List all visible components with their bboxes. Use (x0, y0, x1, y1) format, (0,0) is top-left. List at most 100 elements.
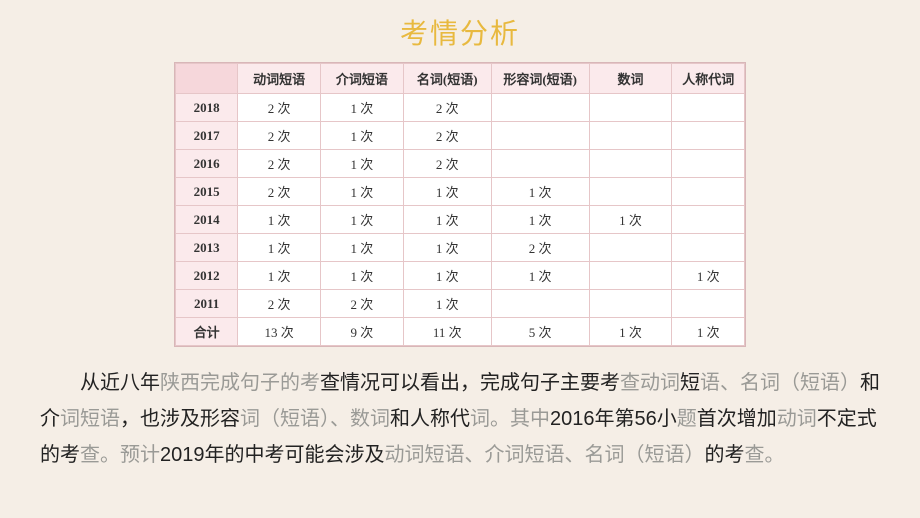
table-cell: 1 次 (238, 234, 321, 262)
table-cell (491, 290, 589, 318)
table-cell (491, 122, 589, 150)
text-segment: 查动词 (620, 372, 680, 394)
table-cell (672, 234, 745, 262)
table-row: 2013 1 次 1 次 1 次 2 次 (176, 234, 745, 262)
text-segment: 词短语 (60, 408, 120, 430)
table-cell (491, 94, 589, 122)
text-segment: 词。其中 (470, 408, 550, 430)
text-segment: 2019年的中考可能会涉及 (160, 444, 385, 466)
text-segment: 题 (677, 408, 697, 430)
text-segment: 动词 (777, 408, 817, 430)
table-cell: 1 次 (403, 206, 491, 234)
table-cell: 1 次 (672, 318, 745, 346)
table-cell (672, 122, 745, 150)
row-header: 2014 (176, 206, 238, 234)
table-cell (589, 290, 672, 318)
table-row: 2016 2 次 1 次 2 次 (176, 150, 745, 178)
text-segment: 2016年第56小 (550, 408, 677, 430)
text-segment: 首次增加 (697, 408, 777, 430)
col-header: 介词短语 (321, 64, 404, 94)
table-corner-cell (176, 64, 238, 94)
table-cell (672, 94, 745, 122)
table-cell (672, 178, 745, 206)
analysis-paragraph: 从近八年陕西完成句子的考查情况可以看出，完成句子主要考查动词短语、名词（短语）和… (0, 347, 920, 473)
table-cell: 2 次 (238, 122, 321, 150)
table-cell: 1 次 (491, 262, 589, 290)
table-row: 2012 1 次 1 次 1 次 1 次 1 次 (176, 262, 745, 290)
table-cell: 1 次 (672, 262, 745, 290)
table-cell: 2 次 (238, 150, 321, 178)
table-cell (589, 178, 672, 206)
text-segment: 查。 (745, 444, 785, 466)
table-cell (589, 122, 672, 150)
table-cell: 1 次 (589, 318, 672, 346)
table-cell (589, 94, 672, 122)
table-cell: 13 次 (238, 318, 321, 346)
table-cell: 2 次 (238, 290, 321, 318)
col-header: 形容词(短语) (491, 64, 589, 94)
text-segment: 查情况可以看出，完成句子主要考 (320, 372, 620, 394)
table-cell: 2 次 (403, 150, 491, 178)
table-cell (672, 206, 745, 234)
table-cell (589, 262, 672, 290)
table-cell: 1 次 (238, 262, 321, 290)
analysis-table: 动词短语 介词短语 名词(短语) 形容词(短语) 数词 人称代词 2018 2 … (175, 63, 745, 346)
text-segment: 从近八年 (80, 372, 160, 394)
text-segment: 陕西完成句子的考 (160, 372, 320, 394)
text-segment: 语、名词（短语） (700, 372, 860, 394)
table-cell (491, 150, 589, 178)
table-row: 2015 2 次 1 次 1 次 1 次 (176, 178, 745, 206)
table-body: 2018 2 次 1 次 2 次 2017 2 次 1 次 2 次 (176, 94, 745, 346)
table-cell (589, 234, 672, 262)
table-cell: 1 次 (491, 178, 589, 206)
table-cell: 2 次 (403, 94, 491, 122)
col-header: 名词(短语) (403, 64, 491, 94)
row-header: 2018 (176, 94, 238, 122)
table-cell: 1 次 (321, 122, 404, 150)
table-cell: 1 次 (403, 262, 491, 290)
table-cell: 2 次 (321, 290, 404, 318)
table-cell: 1 次 (321, 178, 404, 206)
table-cell: 1 次 (238, 206, 321, 234)
row-header: 2017 (176, 122, 238, 150)
table-cell: 1 次 (321, 94, 404, 122)
text-segment: 的考 (705, 444, 745, 466)
col-header: 数词 (589, 64, 672, 94)
col-header: 人称代词 (672, 64, 745, 94)
table-cell: 1 次 (321, 262, 404, 290)
text-segment: ，也涉及形容 (120, 408, 240, 430)
table-row: 2014 1 次 1 次 1 次 1 次 1 次 (176, 206, 745, 234)
table-cell: 1 次 (403, 234, 491, 262)
table-cell: 2 次 (238, 94, 321, 122)
table-cell: 1 次 (321, 234, 404, 262)
row-header: 2016 (176, 150, 238, 178)
table-cell: 11 次 (403, 318, 491, 346)
table-cell (589, 150, 672, 178)
text-segment: 和人称代 (390, 408, 470, 430)
table-cell: 9 次 (321, 318, 404, 346)
slide-page: 考情分析 动词短语 介词短语 名词(短语) 形容词(短语) 数词 人称代词 20… (0, 0, 920, 518)
row-header: 2013 (176, 234, 238, 262)
table-row: 2018 2 次 1 次 2 次 (176, 94, 745, 122)
row-header: 2011 (176, 290, 238, 318)
table-row-total: 合计 13 次 9 次 11 次 5 次 1 次 1 次 (176, 318, 745, 346)
analysis-table-container: 动词短语 介词短语 名词(短语) 形容词(短语) 数词 人称代词 2018 2 … (174, 62, 746, 347)
table-cell: 1 次 (321, 150, 404, 178)
page-title: 考情分析 (0, 0, 920, 62)
table-cell: 1 次 (403, 290, 491, 318)
text-segment: 查。预计 (80, 444, 160, 466)
text-segment: 动词短语、介词短语、名词（短语） (385, 444, 705, 466)
table-cell: 1 次 (321, 206, 404, 234)
table-cell: 1 次 (491, 206, 589, 234)
table-cell: 2 次 (238, 178, 321, 206)
table-cell: 1 次 (403, 178, 491, 206)
table-cell: 2 次 (491, 234, 589, 262)
table-header-row: 动词短语 介词短语 名词(短语) 形容词(短语) 数词 人称代词 (176, 64, 745, 94)
row-header: 2012 (176, 262, 238, 290)
table-cell (672, 150, 745, 178)
table-cell (672, 290, 745, 318)
text-segment: 词（短语）、数词 (240, 408, 390, 430)
table-cell: 2 次 (403, 122, 491, 150)
table-cell: 5 次 (491, 318, 589, 346)
table-row: 2011 2 次 2 次 1 次 (176, 290, 745, 318)
